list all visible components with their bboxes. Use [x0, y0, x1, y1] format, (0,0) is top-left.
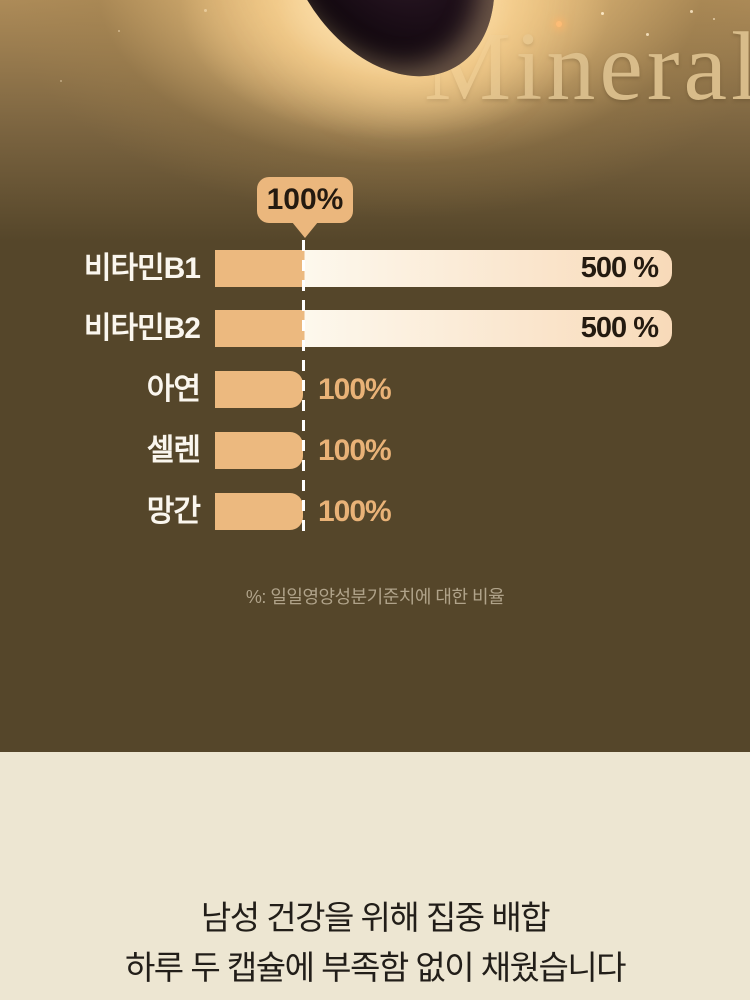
reference-dashed-line — [302, 240, 305, 532]
bar-label: 비타민B2 — [83, 312, 201, 345]
footer-line-1: 남성 건강을 위해 집중 배합 — [200, 899, 551, 936]
footer-section: 남성 건강을 위해 집중 배합 하루 두 캡슐에 부족함 없이 채웠습니다 — [0, 752, 750, 1000]
bar-value: 100% — [318, 495, 392, 528]
chart-row: 셀렌 100% — [0, 432, 750, 469]
bar — [215, 371, 303, 408]
reference-tooltip: 100% — [257, 177, 353, 223]
footer-text: 남성 건강을 위해 집중 배합 하루 두 캡슐에 부족함 없이 채웠습니다 — [0, 893, 750, 993]
sparkle-icon — [690, 10, 693, 13]
chart-row: 비타민B2 500 % — [0, 310, 750, 347]
bar-value: 100% — [318, 434, 392, 467]
bar-label: 셀렌 — [146, 434, 201, 467]
chart-row: 비타민B1 500 % — [0, 250, 750, 287]
bar-value: 500 % — [580, 312, 659, 344]
bar: 500 % — [215, 250, 672, 287]
bar — [215, 432, 303, 469]
sparkle-icon — [118, 30, 120, 32]
sparkle-icon — [646, 33, 649, 36]
bar-value: 500 % — [580, 252, 659, 284]
chart-row: 망간 100% — [0, 493, 750, 530]
chart-row: 아연 100% — [0, 371, 750, 408]
bar — [215, 493, 303, 530]
sparkle-icon — [713, 18, 715, 20]
chart-footnote: %: 일일영양성분기준치에 대한 비율 — [245, 587, 505, 607]
footer-line-2: 하루 두 캡슐에 부족함 없이 채웠습니다 — [124, 949, 627, 986]
bar-value: 100% — [318, 373, 392, 406]
bar: 500 % — [215, 310, 672, 347]
sparkle-icon — [60, 80, 62, 82]
bar-label: 아연 — [146, 373, 201, 406]
bar-label: 망간 — [146, 495, 201, 528]
bar-label: 비타민B1 — [83, 252, 201, 285]
